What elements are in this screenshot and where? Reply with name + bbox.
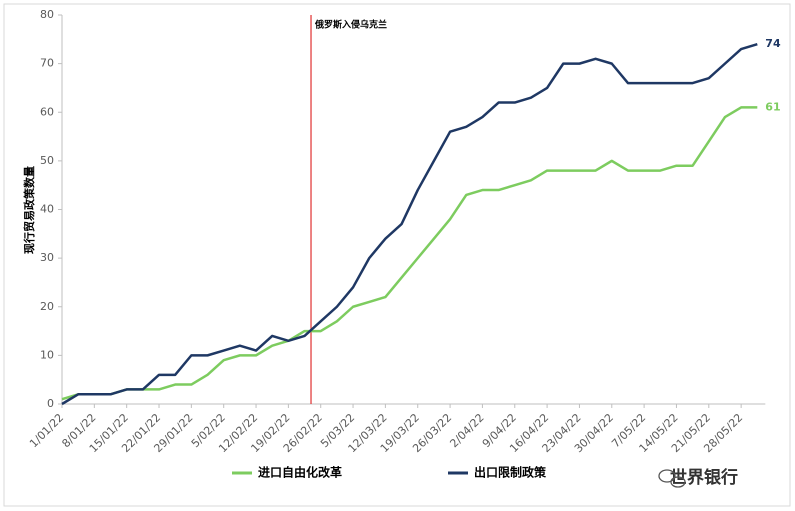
- event-label: 俄罗斯入侵乌克兰: [314, 19, 387, 31]
- y-tick-label: 60: [40, 105, 54, 118]
- y-tick-label: 40: [40, 203, 54, 216]
- wechat-icon: [658, 469, 686, 488]
- y-tick-label: 10: [40, 348, 54, 361]
- y-tick-label: 30: [40, 251, 54, 264]
- y-tick-label: 50: [40, 154, 54, 167]
- frame: [3, 3, 791, 507]
- end-value-label: 61: [765, 100, 780, 113]
- series-line: [61, 42, 758, 406]
- legend-label: 出口限制政策: [474, 465, 547, 480]
- y-tick-label: 20: [40, 300, 54, 313]
- legend-label: 进口自由化改革: [258, 465, 342, 480]
- series-line: [61, 106, 758, 401]
- watermark: 世界银行: [670, 467, 738, 488]
- y-tick-label: 80: [40, 8, 54, 21]
- y-tick-label: 0: [47, 397, 54, 410]
- y-tick-label: 70: [40, 57, 54, 70]
- end-value-label: 74: [765, 37, 781, 50]
- y-axis-label: 现行贸易政策数量: [22, 166, 36, 254]
